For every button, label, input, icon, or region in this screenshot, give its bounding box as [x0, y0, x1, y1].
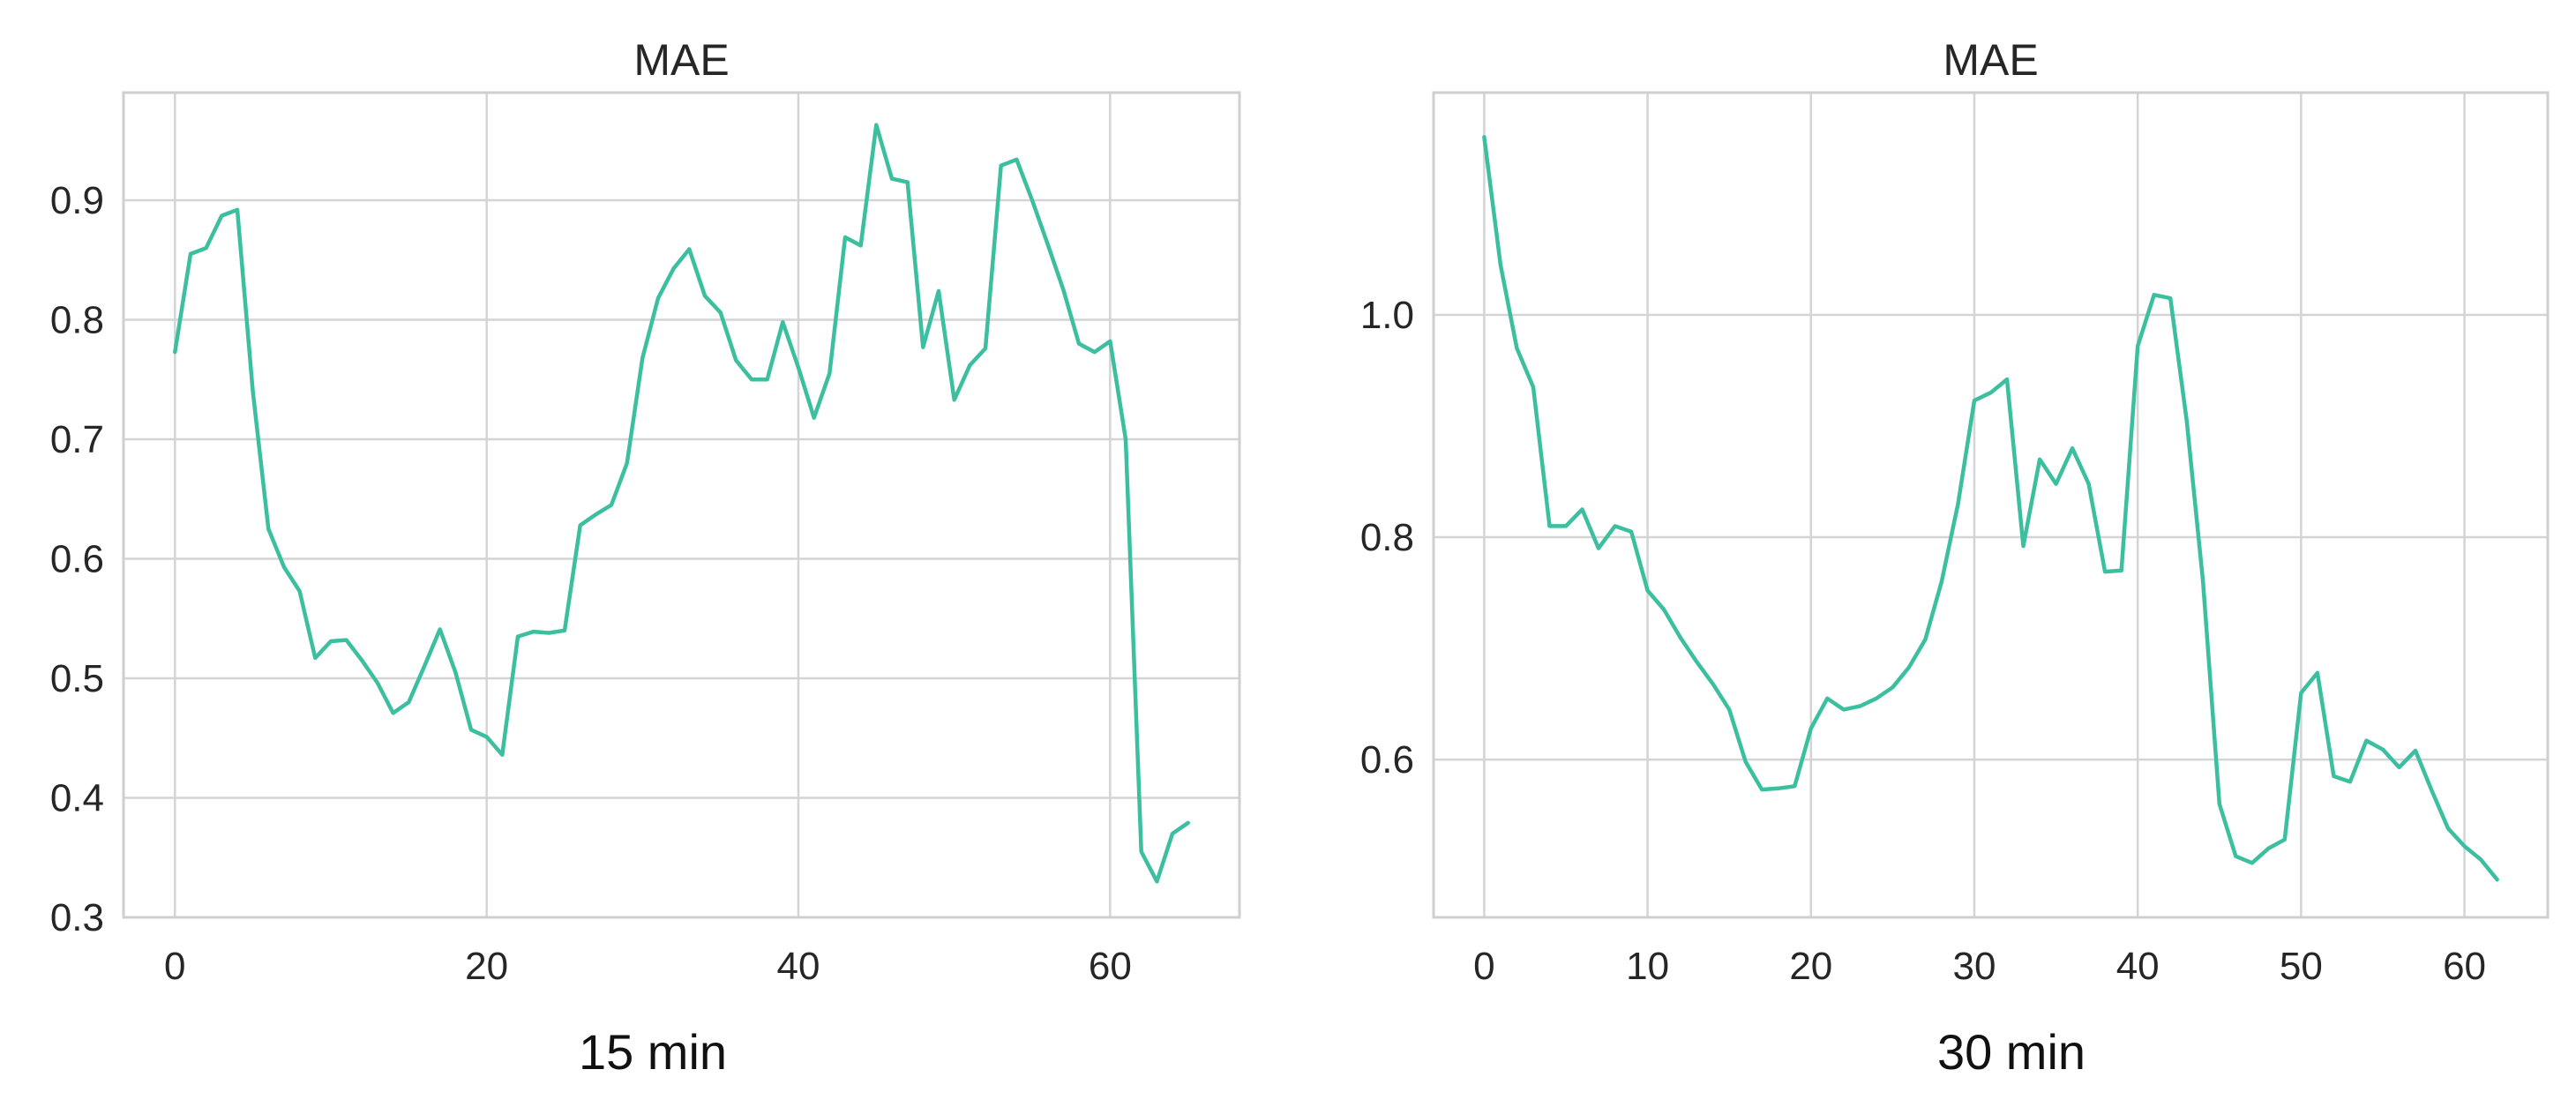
y-tick-label: 0.5 [50, 657, 104, 700]
x-tick-label: 10 [1626, 945, 1669, 988]
series-line-0 [1482, 135, 2499, 882]
caption-30-min: 30 min [1936, 1024, 2086, 1080]
chart-30-min: 0 10 20 30 40 50 60 0.6 0.8 1.0 MAE [1360, 35, 2550, 988]
chart-15-min: 0 20 40 60 0.3 0.4 0.5 0.6 0.7 0.8 0.9 MAE [50, 35, 1241, 988]
y-tick-label: 0.6 [1360, 738, 1414, 782]
x-tick-label: 0 [1473, 945, 1494, 988]
y-tick-label: 1.0 [1360, 294, 1414, 337]
y-tick-label: 0.7 [50, 418, 104, 461]
x-tick-label: 20 [1789, 945, 1832, 988]
y-tick-label: 0.4 [50, 776, 104, 819]
y-tick-label: 0.8 [50, 298, 104, 341]
y-tick-label: 0.3 [50, 896, 104, 939]
x-tick-label: 60 [1089, 945, 1132, 988]
chart-title: MAE [1943, 35, 2038, 85]
x-tick-label: 20 [465, 945, 508, 988]
chart-title: MAE [633, 35, 729, 85]
x-tick-label: 60 [2443, 945, 2486, 988]
x-tick-label: 50 [2280, 945, 2323, 988]
x-tick-label: 0 [164, 945, 185, 988]
x-tick-label: 30 [1953, 945, 1996, 988]
y-tick-label: 0.9 [50, 179, 104, 222]
y-tick-label: 0.6 [50, 537, 104, 580]
x-tick-label: 40 [2116, 945, 2160, 988]
caption-15-min: 15 min [578, 1024, 728, 1080]
y-tick-label: 0.8 [1360, 516, 1414, 559]
plot-frame [122, 91, 1241, 919]
plot-frame [1432, 91, 2550, 919]
series-line-0 [173, 123, 1190, 884]
x-tick-label: 40 [777, 945, 820, 988]
